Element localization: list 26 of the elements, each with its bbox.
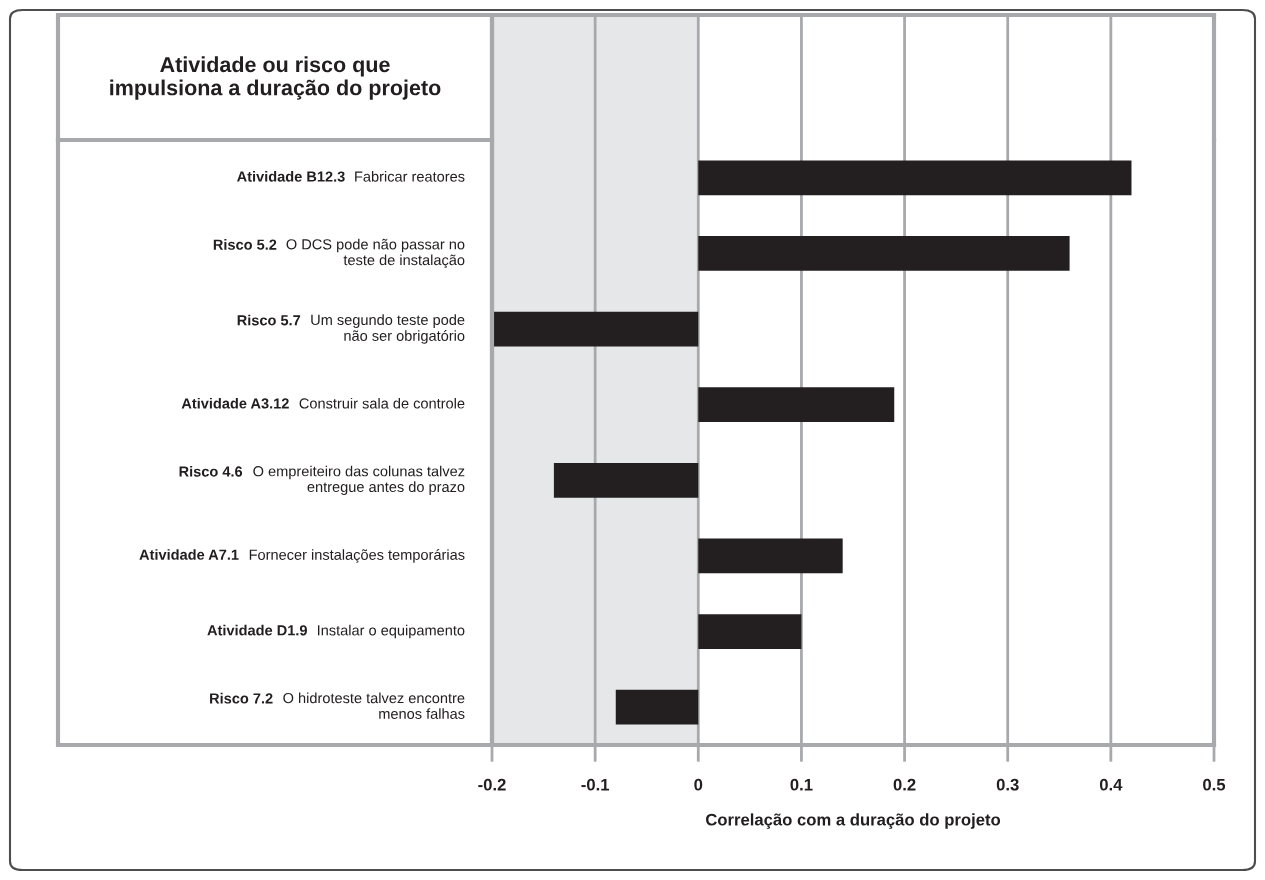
y-tick-label: Risco 5.2 O DCS pode não passar no teste de instalação bbox=[213, 238, 465, 269]
y-tick-label: Risco 4.6 O empreiteiro das colunas talvez entregue antes do prazo bbox=[179, 465, 465, 495]
y-axis-title: Atividade ou risco que impulsiona a duração do projeto bbox=[110, 56, 441, 100]
x-tick-label: -0.1 bbox=[581, 778, 610, 791]
x-tick-label: -0.2 bbox=[478, 778, 506, 791]
bar bbox=[698, 236, 1070, 271]
x-tick-label: 0.4 bbox=[1099, 778, 1123, 791]
bar bbox=[698, 538, 843, 574]
y-tick-label: Atividade A7.1 Fornecer instalações temporárias bbox=[139, 549, 465, 563]
x-tick-label: 0.3 bbox=[996, 778, 1019, 791]
y-tick-label: Atividade A3.12 Construir sala de controle bbox=[181, 397, 465, 409]
bar bbox=[698, 614, 802, 649]
x-tick-label: 0.5 bbox=[1203, 778, 1226, 791]
x-axis-title: Correlação com a duração do projeto bbox=[705, 813, 1001, 829]
x-tick-label: 0.1 bbox=[790, 778, 813, 791]
bar bbox=[553, 462, 699, 498]
y-tick-label: Atividade B12.3 Fabricar reatores bbox=[237, 171, 465, 182]
x-tick-label: 0 bbox=[694, 778, 703, 791]
bar bbox=[615, 689, 699, 725]
y-tick-label: Atividade D1.9 Instalar o equipamento bbox=[207, 624, 465, 639]
y-tick-label: Risco 5.7 Um segundo teste pode não ser obrigatório bbox=[237, 314, 465, 344]
bar bbox=[698, 160, 1132, 196]
bar bbox=[492, 311, 699, 347]
x-tick-label: 0.2 bbox=[893, 778, 916, 791]
bar bbox=[698, 387, 895, 423]
y-tick-label: Risco 7.2 O hidroteste talvez encontre menos falhas bbox=[210, 692, 465, 719]
